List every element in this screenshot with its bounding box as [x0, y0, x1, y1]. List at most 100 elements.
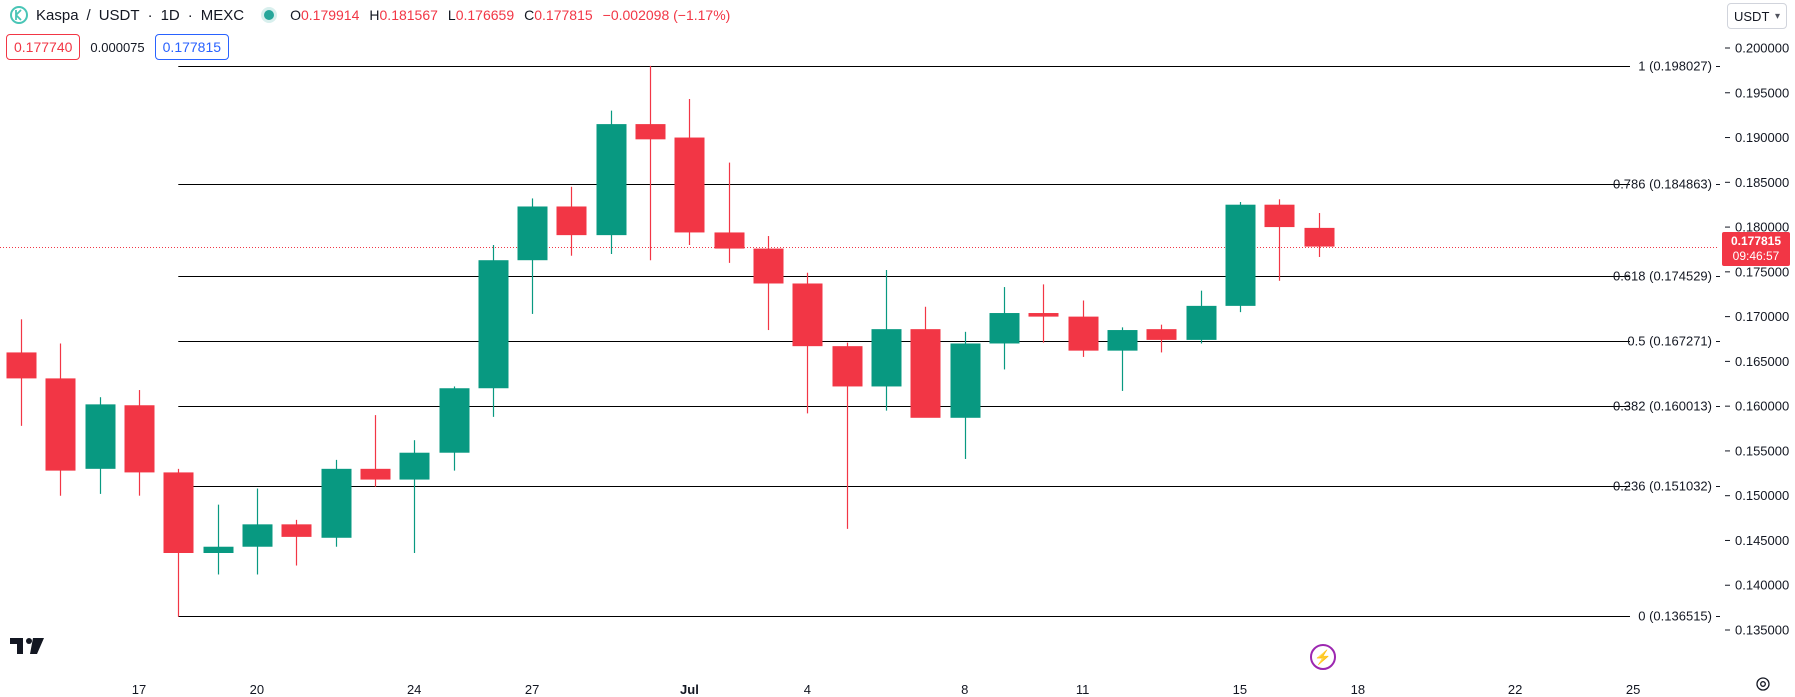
- candle-jun-21[interactable]: [281, 519, 312, 566]
- candle-jun-24[interactable]: [399, 440, 430, 553]
- currency-select-value: USDT: [1734, 8, 1770, 24]
- exchange-label: MEXC: [200, 6, 245, 24]
- fib-level-label-0.786: 0.786 (0.184863): [1613, 177, 1712, 192]
- candle-jul-3[interactable]: [753, 236, 784, 331]
- candle-body: [1264, 204, 1295, 228]
- time-axis-label: 4: [804, 682, 811, 697]
- candle-jul-7[interactable]: [910, 306, 941, 418]
- symbol-header: Kaspa / USDT · 1D · MEXC O0.179914 H0.18…: [10, 6, 730, 24]
- candle-jul-5[interactable]: [832, 342, 863, 529]
- candle-body: [321, 468, 352, 538]
- buy-price-pill[interactable]: 0.177815: [154, 34, 230, 60]
- candle-jul-15[interactable]: [1225, 202, 1256, 313]
- symbol-separator: /: [86, 6, 91, 24]
- candle-body: [1225, 204, 1256, 306]
- candle-jun-23[interactable]: [360, 415, 391, 487]
- candle-body: [85, 404, 116, 469]
- time-axis-label: 8: [961, 682, 968, 697]
- time-axis-label: 24: [407, 682, 421, 697]
- time-axis[interactable]: 17 20 24 27 Jul 4 8 11 15 18 22 25: [132, 682, 1641, 697]
- chevron-down-icon: ▾: [1774, 10, 1780, 22]
- tradingview-logo-icon[interactable]: [10, 636, 46, 656]
- candle-body: [6, 352, 37, 379]
- price-axis[interactable]: 0.200000 0.195000 0.190000 0.185000 0.180000…: [1725, 41, 1789, 638]
- candle-jun-28[interactable]: [556, 186, 587, 256]
- candle-body: [792, 283, 823, 347]
- fibonacci-retracement[interactable]: 1 (0.198027) 0.786 (0.184863) 0.618 (0.174…: [178, 59, 1720, 624]
- candle-body: [163, 472, 194, 553]
- price-axis-label: 0.150000: [1735, 488, 1789, 503]
- spread-value: 0.000075: [90, 39, 145, 55]
- price-axis-label: 0.165000: [1735, 354, 1789, 369]
- candle-body: [439, 388, 470, 453]
- fib-level-label-1: 1 (0.198027): [1638, 59, 1712, 74]
- candle-jul-16[interactable]: [1264, 199, 1295, 281]
- candle-jun-18[interactable]: [163, 468, 194, 617]
- candle-jul-10[interactable]: [1028, 284, 1059, 343]
- candle-jun-27[interactable]: [517, 198, 548, 314]
- candle-body: [281, 524, 312, 537]
- time-axis-label: 27: [525, 682, 539, 697]
- candle-jul-12[interactable]: [1107, 327, 1138, 391]
- candle-jul-9[interactable]: [989, 287, 1020, 370]
- candle-body: [832, 346, 863, 387]
- candle-body: [1146, 329, 1177, 340]
- bid-ask-pills: 0.177740 0.000075 0.177815: [6, 34, 230, 60]
- candle-jul-14[interactable]: [1186, 290, 1217, 344]
- candle-jun-29[interactable]: [596, 110, 627, 254]
- interval-label[interactable]: 1D: [160, 6, 180, 24]
- price-axis-label: 0.135000: [1735, 623, 1789, 638]
- candle-body: [242, 524, 273, 547]
- time-axis-label: 15: [1233, 682, 1247, 697]
- candle-body: [635, 124, 666, 140]
- candle-jun-20[interactable]: [242, 488, 273, 575]
- fib-level-label-0.236: 0.236 (0.151032): [1613, 479, 1712, 494]
- candle-jun-25[interactable]: [439, 386, 470, 471]
- price-axis-label: 0.145000: [1735, 533, 1789, 548]
- candle-body: [1068, 316, 1099, 351]
- gear-icon[interactable]: [1755, 676, 1771, 692]
- candle-jul-6[interactable]: [871, 270, 902, 411]
- ohlc-low: L0.176659: [447, 7, 515, 23]
- candle-jun-19[interactable]: [203, 504, 234, 575]
- candle-body: [910, 329, 941, 418]
- ohlc-change: −0.002098 (−1.17%): [602, 7, 731, 23]
- candle-jun-16[interactable]: [85, 397, 116, 494]
- time-axis-label: 22: [1508, 682, 1522, 697]
- candles[interactable]: [6, 65, 1335, 617]
- price-axis-label: 0.195000: [1735, 85, 1789, 100]
- candle-jul-8[interactable]: [950, 331, 981, 459]
- candle-jul-11[interactable]: [1068, 300, 1099, 357]
- time-axis-label: 18: [1351, 682, 1365, 697]
- ohlc-open: O0.179914: [290, 7, 360, 23]
- candle-jun-30[interactable]: [635, 65, 666, 261]
- currency-select[interactable]: USDT ▾: [1727, 3, 1787, 29]
- candle-jun-15[interactable]: [45, 343, 76, 496]
- quote-currency: USDT: [98, 6, 140, 24]
- ohlc-high: H0.181567: [369, 7, 438, 23]
- candle-body: [714, 232, 745, 249]
- candle-jun-22[interactable]: [321, 459, 352, 547]
- candle-jul-1[interactable]: [674, 99, 705, 245]
- fib-level-label-0.618: 0.618 (0.174529): [1613, 269, 1712, 284]
- candle-jul-13[interactable]: [1146, 324, 1177, 353]
- sell-price-pill[interactable]: 0.177740: [6, 34, 81, 60]
- candle-body: [1028, 313, 1059, 317]
- candle-jul-17[interactable]: [1304, 213, 1335, 257]
- candle-body: [360, 468, 391, 480]
- bar-countdown: 09:46:57: [1732, 248, 1780, 263]
- candle-jun-17[interactable]: [124, 390, 155, 496]
- candle-jun-14[interactable]: [6, 319, 37, 426]
- lightning-icon[interactable]: ⚡: [1310, 644, 1336, 670]
- candle-jul-4[interactable]: [792, 272, 823, 414]
- candle-jun-26[interactable]: [478, 244, 509, 417]
- market-status-icon[interactable]: [264, 10, 275, 20]
- candle-jul-2[interactable]: [714, 162, 745, 263]
- price-axis-label: 0.175000: [1735, 264, 1789, 279]
- candle-body: [753, 248, 784, 284]
- last-price-value: 0.177815: [1730, 233, 1782, 248]
- candle-body: [1107, 330, 1138, 351]
- symbol-name[interactable]: Kaspa: [36, 6, 79, 24]
